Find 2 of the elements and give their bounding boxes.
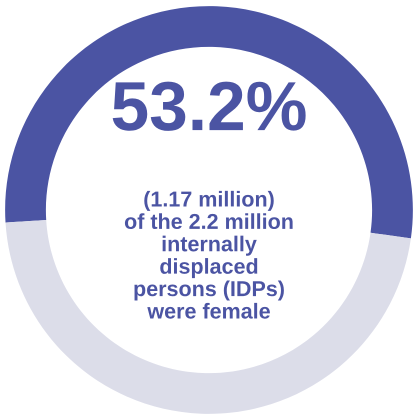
text: 53.2% <box>112 82 306 131</box>
text: (1.17 million) of the 2.2 million internally displaced persons (IDPs) were female <box>124 190 293 319</box>
